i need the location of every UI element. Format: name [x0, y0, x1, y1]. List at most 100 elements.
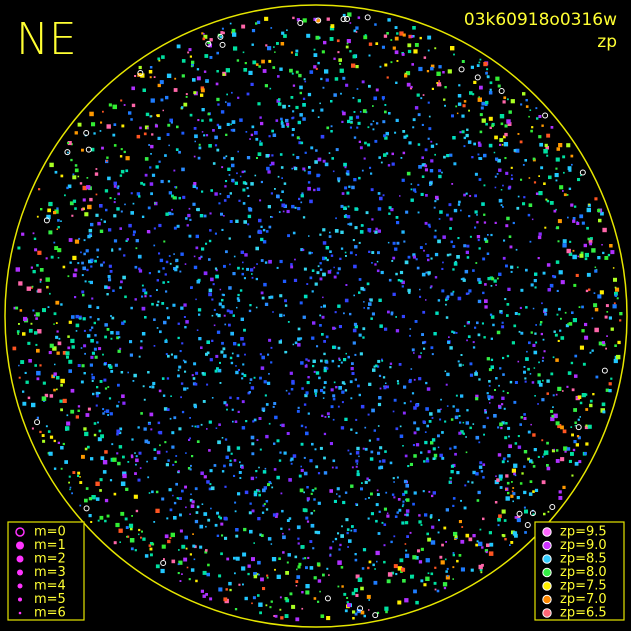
star — [376, 611, 380, 614]
star — [292, 84, 296, 87]
star — [475, 262, 478, 264]
star — [151, 490, 154, 494]
star — [173, 355, 178, 359]
star — [104, 189, 109, 193]
star — [441, 431, 444, 434]
star — [352, 610, 356, 614]
star — [386, 76, 389, 79]
star — [382, 98, 385, 101]
star — [151, 133, 154, 136]
star — [539, 142, 543, 147]
star — [132, 380, 135, 382]
star — [251, 442, 255, 446]
star — [569, 240, 572, 243]
star — [261, 511, 265, 514]
star — [60, 384, 63, 387]
star — [80, 251, 82, 254]
star — [333, 275, 337, 279]
star — [399, 31, 404, 36]
star — [173, 501, 177, 505]
star — [342, 500, 346, 505]
star — [560, 457, 565, 462]
star — [252, 420, 255, 423]
star — [547, 288, 551, 292]
star — [278, 340, 282, 344]
star — [118, 445, 123, 449]
star — [60, 446, 64, 450]
star — [150, 428, 153, 431]
star — [478, 541, 483, 547]
star — [427, 223, 431, 227]
star — [256, 20, 261, 24]
star — [164, 273, 167, 276]
star — [572, 254, 577, 260]
star — [105, 409, 110, 413]
star — [389, 461, 393, 465]
star — [129, 340, 133, 344]
star — [523, 196, 526, 199]
star — [541, 359, 544, 362]
star — [270, 482, 272, 485]
star — [557, 240, 560, 243]
star — [153, 227, 156, 230]
star — [481, 101, 486, 106]
star — [552, 406, 554, 408]
star — [166, 517, 169, 520]
star — [161, 55, 165, 59]
star — [354, 245, 358, 249]
star — [186, 387, 189, 390]
star — [38, 188, 41, 191]
star — [259, 116, 262, 119]
star — [375, 550, 380, 556]
star — [395, 118, 399, 122]
star — [427, 35, 432, 40]
star — [309, 276, 313, 280]
star — [295, 53, 298, 56]
star — [216, 97, 220, 102]
star — [466, 409, 469, 412]
legend-marker — [542, 567, 552, 578]
legend-label: zp=6.5 — [560, 606, 607, 621]
star — [326, 567, 329, 570]
star — [453, 531, 458, 537]
star — [553, 413, 558, 418]
star — [179, 529, 183, 533]
star — [420, 524, 423, 526]
star — [402, 445, 404, 447]
star — [82, 207, 85, 211]
star — [549, 201, 554, 205]
star — [158, 252, 161, 255]
star — [87, 407, 91, 411]
star — [552, 275, 555, 278]
star — [427, 537, 432, 542]
star — [224, 323, 227, 326]
star — [579, 253, 584, 258]
star — [382, 376, 386, 379]
star — [260, 237, 264, 242]
star — [507, 122, 512, 126]
star — [282, 551, 285, 554]
star — [304, 557, 307, 560]
star — [450, 418, 454, 421]
star — [319, 262, 322, 265]
star — [183, 303, 187, 307]
star — [395, 573, 398, 576]
star — [534, 332, 537, 335]
star — [241, 24, 246, 29]
legend-marker — [542, 581, 552, 591]
star — [195, 246, 199, 250]
star — [377, 532, 381, 535]
star — [451, 114, 454, 118]
star — [384, 606, 389, 611]
bright-star — [34, 419, 41, 426]
star — [209, 597, 213, 601]
star — [210, 189, 213, 192]
star — [274, 614, 278, 618]
bright-star — [85, 146, 92, 153]
star — [598, 218, 602, 223]
star — [274, 188, 276, 190]
star — [274, 51, 276, 53]
star — [138, 528, 141, 532]
star — [326, 412, 330, 416]
star — [342, 111, 346, 116]
